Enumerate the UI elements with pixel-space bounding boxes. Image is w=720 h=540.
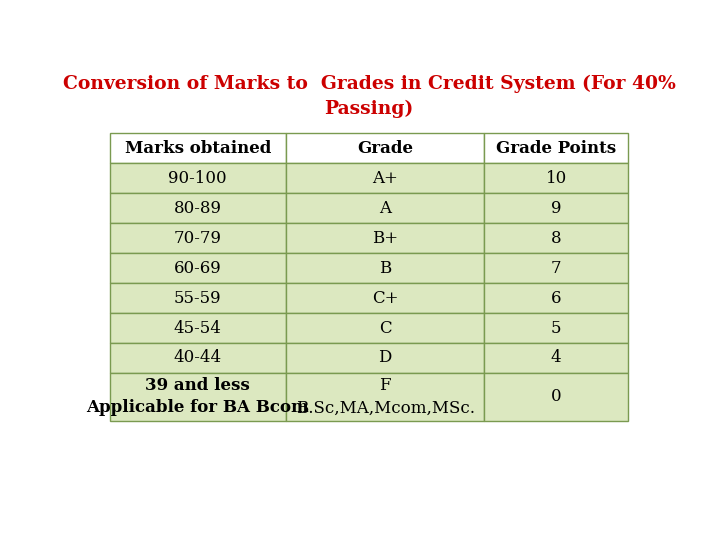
Bar [286, 343, 484, 373]
Bar [286, 253, 484, 283]
Bar [109, 283, 286, 313]
Bar [109, 373, 286, 421]
Bar [286, 133, 484, 163]
Text: 55-59: 55-59 [174, 289, 222, 307]
Text: 45-54: 45-54 [174, 320, 222, 336]
Text: A: A [379, 200, 391, 217]
Text: 10: 10 [546, 170, 567, 187]
Text: 8: 8 [551, 230, 562, 247]
Bar [109, 313, 286, 343]
Text: C+: C+ [372, 289, 398, 307]
Text: B: B [379, 260, 391, 276]
Bar [109, 193, 286, 223]
Text: 9: 9 [551, 200, 562, 217]
Text: 39 and less
Applicable for BA Bcom: 39 and less Applicable for BA Bcom [86, 377, 309, 416]
Bar [484, 373, 629, 421]
Bar [109, 223, 286, 253]
Bar [484, 253, 629, 283]
Text: 70-79: 70-79 [174, 230, 222, 247]
Text: Grade Points: Grade Points [496, 140, 616, 157]
Bar [484, 313, 629, 343]
Text: F
B.Sc,MA,Mcom,MSc.: F B.Sc,MA,Mcom,MSc. [295, 377, 474, 416]
Text: Grade: Grade [357, 140, 413, 157]
Bar [109, 253, 286, 283]
Bar [484, 133, 629, 163]
Bar [484, 343, 629, 373]
Text: 80-89: 80-89 [174, 200, 222, 217]
Text: 0: 0 [551, 388, 562, 406]
Bar [109, 163, 286, 193]
Bar [286, 193, 484, 223]
Text: 40-44: 40-44 [174, 349, 222, 367]
Bar [484, 283, 629, 313]
Text: B+: B+ [372, 230, 398, 247]
Bar [286, 313, 484, 343]
Text: D: D [379, 349, 392, 367]
Text: 7: 7 [551, 260, 562, 276]
Bar [484, 163, 629, 193]
Bar [286, 373, 484, 421]
Text: Passing): Passing) [325, 100, 413, 118]
Bar [484, 223, 629, 253]
Text: 5: 5 [551, 320, 562, 336]
Bar [286, 163, 484, 193]
Text: Conversion of Marks to  Grades in Credit System (For 40%: Conversion of Marks to Grades in Credit … [63, 75, 675, 93]
Text: 6: 6 [551, 289, 562, 307]
Text: 60-69: 60-69 [174, 260, 222, 276]
Bar [109, 343, 286, 373]
Text: A+: A+ [372, 170, 398, 187]
Text: Marks obtained: Marks obtained [125, 140, 271, 157]
Bar [286, 283, 484, 313]
Bar [484, 193, 629, 223]
Bar [109, 133, 286, 163]
Text: 90-100: 90-100 [168, 170, 227, 187]
Text: C: C [379, 320, 392, 336]
Bar [286, 223, 484, 253]
Text: 4: 4 [551, 349, 562, 367]
